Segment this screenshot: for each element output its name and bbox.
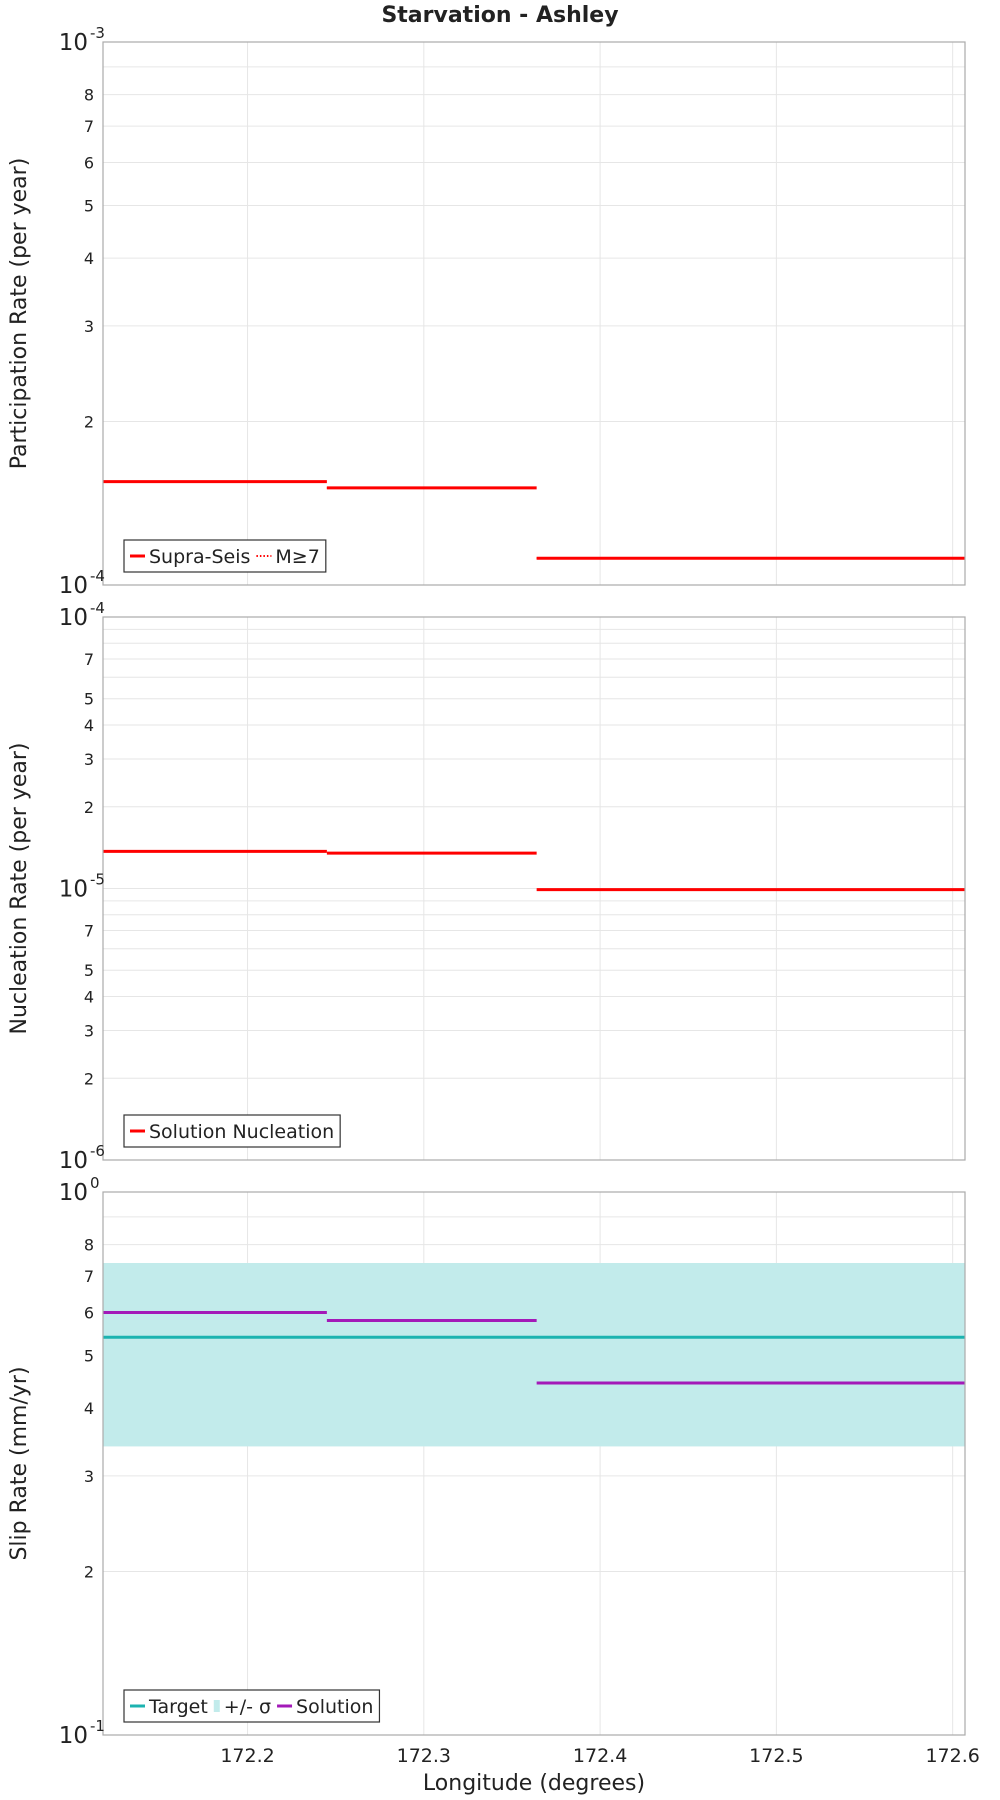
y-decade-exponent: -4 (90, 599, 105, 617)
legend-label: +/- σ (224, 1696, 271, 1718)
y-decade-exponent: -4 (90, 567, 105, 585)
legend-box (123, 539, 327, 573)
plot-frame-slip-rate (102, 1191, 966, 1736)
y-tick-label: 5 (84, 961, 94, 980)
y-tick-label: 3 (84, 1021, 94, 1040)
y-decade-label: 10 (59, 1148, 88, 1174)
y-decade-label: 10 (59, 1723, 88, 1749)
y-tick-label: 5 (84, 690, 94, 709)
y-decade-label: 10 (59, 573, 88, 599)
y-tick-label: 3 (84, 750, 94, 769)
y-decade-exponent: -6 (90, 1142, 105, 1160)
y-decade-exponent: -5 (90, 871, 105, 889)
legend-box (123, 1114, 341, 1148)
y-tick-label: 5 (84, 1346, 94, 1365)
x-axis-ticks: 172.2 172.3 172.4 172.5 172.6 (220, 1745, 980, 1767)
y-tick-label: 7 (84, 117, 94, 136)
sigma-band (103, 1263, 965, 1447)
y-decade-exponent: -1 (90, 1717, 105, 1735)
y-tick-label: 7 (84, 1267, 94, 1286)
y-decade-label: 10 (59, 877, 88, 903)
y-axis-label-slip-rate: Slip Rate (mm/yr) (7, 1366, 32, 1560)
legend-label: Solution (296, 1696, 373, 1718)
x-tick-label: 172.3 (397, 1745, 451, 1767)
chart-title: Starvation - Ashley (381, 3, 618, 28)
y-tick-label: 2 (84, 1563, 94, 1582)
legend-label: Target (148, 1696, 208, 1718)
x-tick-label: 172.2 (220, 1745, 274, 1767)
x-tick-label: 172.5 (749, 1745, 803, 1767)
y-decade-exponent: 0 (90, 1174, 100, 1192)
y-tick-label: 6 (84, 1303, 94, 1322)
y-tick-label: 8 (84, 1236, 94, 1255)
legend-label: M≥7 (275, 546, 319, 568)
plot-frame-participation (102, 41, 966, 586)
y-tick-label: 7 (84, 922, 94, 941)
x-axis-label: Longitude (degrees) (423, 1771, 645, 1796)
legend-label: Solution Nucleation (149, 1121, 334, 1143)
y-tick-label: 4 (84, 249, 94, 268)
y-axis-label-participation: Participation Rate (per year) (7, 158, 32, 470)
y-tick-label: 3 (84, 317, 94, 336)
y-tick-label: 6 (84, 153, 94, 172)
y-decade-label: 10 (59, 1180, 88, 1206)
legend-box (123, 1689, 381, 1723)
y-tick-label: 5 (84, 196, 94, 215)
plot-frame-nucleation (102, 616, 966, 1161)
y-decade-label: 10 (59, 30, 88, 56)
y-tick-label: 4 (84, 716, 94, 735)
y-decade-exponent: -3 (90, 24, 105, 42)
y-tick-label: 4 (84, 988, 94, 1007)
x-tick-label: 172.6 (925, 1745, 979, 1767)
x-tick-label: 172.4 (573, 1745, 627, 1767)
y-decade-label: 10 (59, 605, 88, 631)
legend-label: Supra-Seis (149, 546, 250, 568)
y-tick-label: 2 (84, 1069, 94, 1088)
y-tick-label: 7 (84, 650, 94, 669)
y-axis-label-nucleation: Nucleation Rate (per year) (7, 743, 32, 1035)
y-tick-label: 2 (84, 798, 94, 817)
legend-swatch (213, 1700, 220, 1712)
y-tick-label: 4 (84, 1399, 94, 1418)
y-tick-label: 3 (84, 1467, 94, 1486)
y-tick-label: 2 (84, 413, 94, 432)
plot-area-participation (103, 42, 965, 585)
y-tick-label: 8 (84, 86, 94, 105)
